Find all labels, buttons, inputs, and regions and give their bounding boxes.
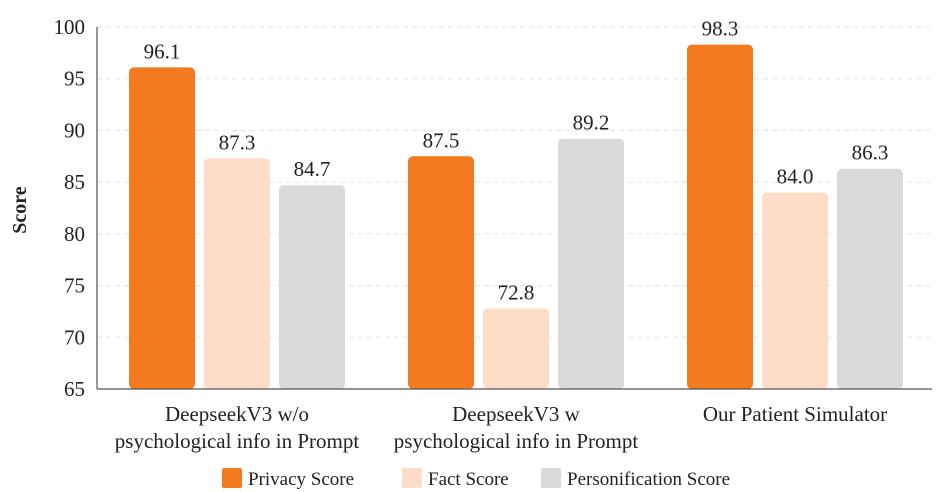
x-tick-label: psychological info in Prompt	[115, 429, 360, 453]
data-label: 98.3	[702, 17, 739, 41]
bar-fact-score	[204, 158, 270, 389]
x-tick-label: psychological info in Prompt	[394, 429, 639, 453]
data-label: 89.2	[573, 111, 610, 135]
y-tick-label: 80	[64, 222, 85, 246]
data-label: 87.5	[423, 128, 460, 152]
data-label: 87.3	[219, 130, 256, 154]
data-label: 86.3	[852, 141, 889, 165]
y-axis-title: Score	[9, 186, 31, 234]
bar-privacy-score	[129, 67, 195, 389]
y-tick-label: 75	[64, 274, 85, 298]
y-tick-label: 85	[64, 170, 85, 194]
data-label: 84.0	[777, 164, 814, 188]
bar-privacy-score	[687, 44, 753, 389]
bar-personification-score	[837, 168, 903, 389]
axes: 65 70 75 80 85 90 95 100 DeepseekV3 w/o psycholog…	[54, 15, 932, 453]
y-tick-label: 100	[54, 15, 86, 39]
x-tick-label: DeepseekV3 w/o	[165, 402, 309, 426]
legend-label: Fact Score	[428, 469, 509, 490]
bars	[129, 44, 903, 389]
y-tick-label: 90	[64, 118, 85, 142]
y-tick-label: 95	[64, 67, 85, 91]
bar-fact-score	[762, 192, 828, 389]
y-tick-label: 70	[64, 325, 85, 349]
legend-swatch	[222, 468, 242, 488]
y-tick-label: 65	[64, 377, 85, 401]
bar-privacy-score	[408, 156, 474, 389]
data-label: 96.1	[144, 39, 181, 63]
data-label: 72.8	[498, 280, 535, 304]
data-label: 84.7	[294, 157, 331, 181]
legend-label: Personification Score	[567, 469, 730, 490]
x-tick-label: Our Patient Simulator	[703, 402, 887, 426]
bar-personification-score	[279, 185, 345, 389]
legend: Privacy Score Fact Score Personification S…	[222, 468, 730, 490]
legend-swatch	[541, 468, 561, 488]
data-labels: 96.1 87.5 98.3 87.3 72.8 84.0 84.7 89.2 86.3	[144, 17, 889, 305]
bar-personification-score	[558, 138, 624, 389]
legend-label: Privacy Score	[248, 469, 354, 490]
legend-swatch	[402, 468, 422, 488]
x-tick-label: DeepseekV3 w	[452, 402, 581, 426]
bar-fact-score	[483, 308, 549, 389]
